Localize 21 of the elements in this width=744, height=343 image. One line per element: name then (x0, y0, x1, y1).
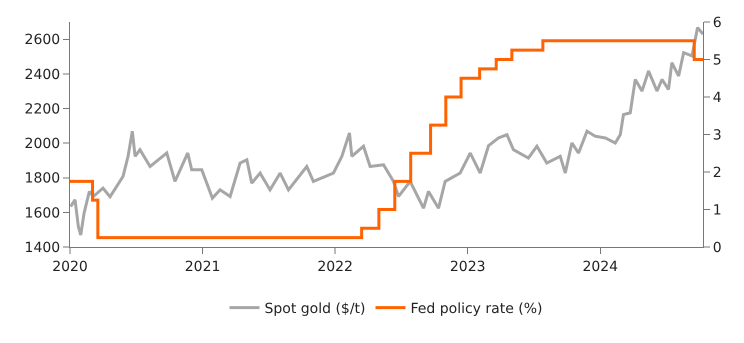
x-tick-label: 2021 (184, 258, 220, 275)
y2-tick-label: 2 (712, 164, 722, 181)
y2-tick-label: 5 (712, 52, 722, 68)
y2-tick-label: 0 (712, 240, 722, 256)
x-tick-label: 2023 (450, 258, 486, 275)
y2-tick-label: 6 (712, 14, 722, 31)
y2-tick-label: 4 (712, 90, 722, 106)
y2-tick-label: 1 (712, 202, 722, 218)
legend-label: Fed policy rate (%) (410, 301, 543, 318)
x-tick-label: 2020 (52, 258, 88, 275)
y-tick-label: 1800 (24, 170, 60, 187)
y-tick-label: 2400 (24, 66, 60, 83)
x-tick-label: 2022 (317, 258, 353, 275)
y-tick-label: 1600 (24, 205, 60, 222)
y-tick-label: 2000 (24, 136, 60, 152)
y-tick-label: 2600 (24, 32, 60, 48)
x-tick-label: 2024 (582, 258, 618, 275)
y-tick-label: 1400 (24, 240, 60, 256)
y-tick-label: 2200 (24, 101, 60, 118)
legend-label: Spot gold ($/t) (264, 301, 366, 318)
y2-tick-label: 3 (712, 127, 722, 144)
